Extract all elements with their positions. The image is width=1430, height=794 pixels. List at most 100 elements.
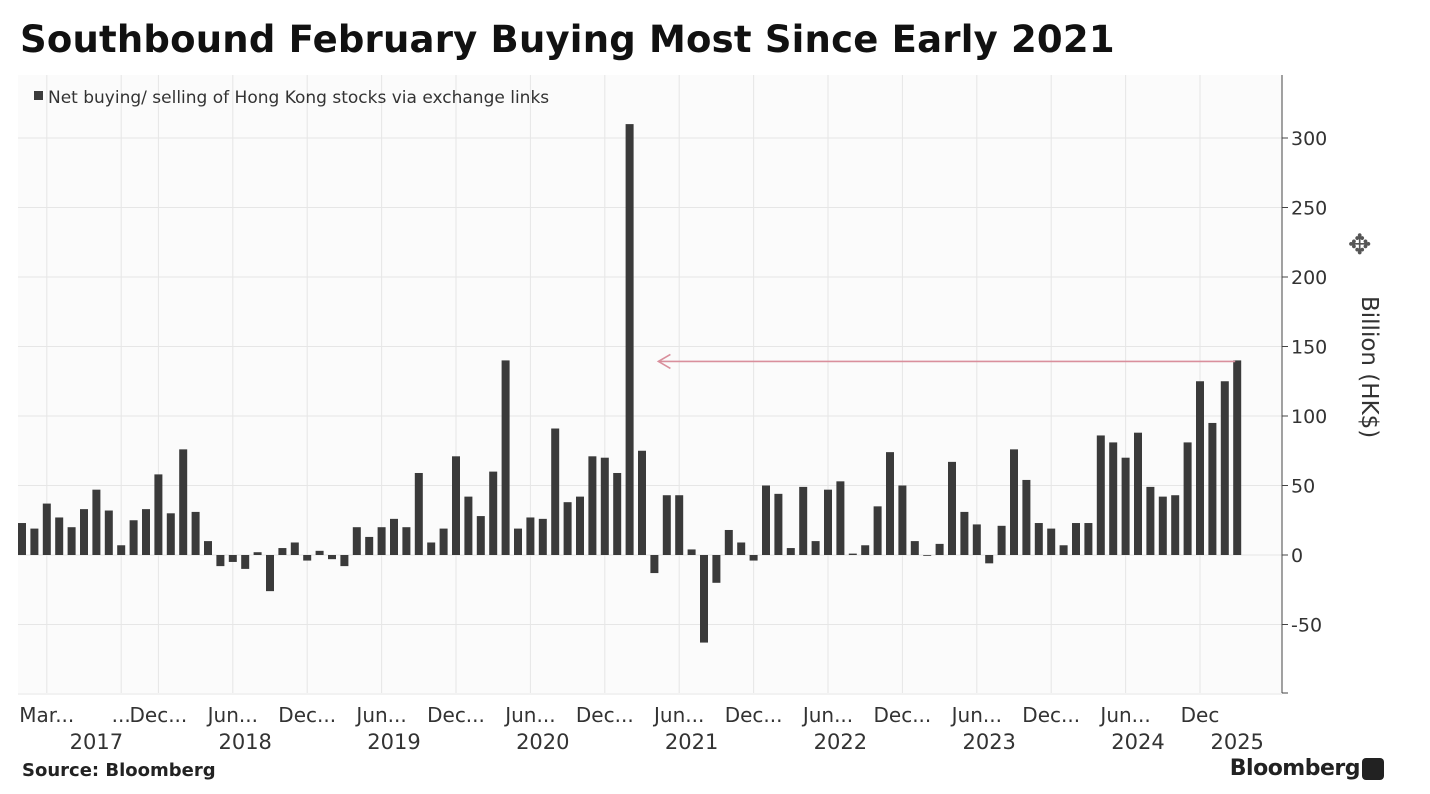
bar <box>1022 479 1031 555</box>
x-tick-label: Jun... <box>354 703 406 727</box>
bar <box>1084 523 1093 555</box>
gridlines: Net buying/ selling of Hong Kong stocks … <box>18 75 1282 695</box>
bar <box>799 486 808 555</box>
bar <box>1196 381 1204 555</box>
bar <box>18 523 26 555</box>
bar <box>538 518 547 555</box>
bar <box>985 555 994 564</box>
x-tick-label: Mar... <box>19 703 74 727</box>
bar <box>563 502 572 555</box>
bar <box>687 549 696 555</box>
y-axis-title: Billion (HK$) <box>1356 296 1382 438</box>
bar <box>216 555 225 567</box>
bar <box>1183 442 1192 555</box>
bar <box>1134 432 1142 555</box>
bar <box>117 545 126 555</box>
y-tick-label: 100 <box>1291 406 1327 428</box>
bar <box>352 527 361 555</box>
bar <box>526 517 535 555</box>
bar <box>898 485 907 555</box>
bar <box>315 550 324 555</box>
bar <box>365 536 374 555</box>
y-tick-label: 0 <box>1291 545 1303 567</box>
bar <box>266 555 274 592</box>
bar <box>675 495 684 555</box>
bar <box>836 481 845 555</box>
bar <box>452 456 460 555</box>
bar <box>625 124 634 555</box>
bar <box>166 513 175 555</box>
bar <box>638 450 646 555</box>
bar <box>551 428 560 555</box>
x-year-label: 2024 <box>1111 730 1164 754</box>
bar <box>464 496 473 555</box>
bar <box>278 548 287 555</box>
bar <box>588 456 597 555</box>
x-tick-label: Dec... <box>725 703 783 727</box>
x-tick-label: Dec... <box>874 703 932 727</box>
y-tick-label: 200 <box>1291 267 1327 289</box>
bar <box>600 457 609 555</box>
bar <box>1233 360 1242 555</box>
bar <box>55 517 64 555</box>
x-tick-label: Jun... <box>652 703 704 727</box>
legend-label: Net buying/ selling of Hong Kong stocks … <box>48 88 549 108</box>
bar <box>1010 449 1018 555</box>
bar <box>1158 496 1167 555</box>
bar <box>774 493 783 555</box>
x-year-label: 2019 <box>367 730 420 754</box>
plot-area <box>18 75 1282 693</box>
bar <box>253 552 262 555</box>
bar <box>328 555 336 560</box>
bar <box>1121 457 1130 555</box>
x-tick-label: Dec... <box>1022 703 1080 727</box>
chart-title: Southbound February Buying Most Since Ea… <box>20 18 1115 61</box>
annotation-arrow <box>656 353 1236 370</box>
bar <box>712 555 721 583</box>
bar <box>576 496 584 555</box>
bar <box>489 471 498 555</box>
x-tick-label: Dec... <box>130 703 188 727</box>
bar <box>650 555 659 574</box>
bars <box>18 124 1242 643</box>
bar <box>290 542 299 555</box>
y-tick-label: 250 <box>1291 198 1327 220</box>
bar <box>340 555 349 567</box>
bar <box>439 528 448 555</box>
bar <box>1171 495 1180 555</box>
bar <box>1220 381 1229 555</box>
bar <box>724 529 733 555</box>
bar <box>1059 545 1068 555</box>
y-tick-label: -50 <box>1291 615 1322 637</box>
bar <box>390 518 398 555</box>
bar <box>1047 528 1056 555</box>
bar <box>92 489 101 555</box>
bar <box>179 449 188 555</box>
bar <box>935 543 944 555</box>
bar <box>737 542 746 555</box>
bar <box>960 511 969 555</box>
y-tick-label: 150 <box>1291 337 1327 359</box>
bar <box>1034 523 1043 555</box>
bar <box>886 452 894 555</box>
bar <box>1096 435 1105 555</box>
bar <box>80 509 88 555</box>
x-year-label: 2023 <box>962 730 1015 754</box>
bar <box>154 474 163 555</box>
bar <box>824 489 832 555</box>
bar <box>613 472 622 555</box>
bar <box>910 541 919 555</box>
x-tick-label: Jun... <box>1098 703 1150 727</box>
x-tick-label: Dec... <box>576 703 634 727</box>
bar <box>1208 422 1217 555</box>
bar <box>1146 486 1155 555</box>
bar <box>414 472 423 555</box>
bar <box>241 555 250 569</box>
y-tick-label: 300 <box>1291 128 1327 150</box>
legend-swatch <box>34 91 43 100</box>
move-cursor-icon: ✥ <box>1348 228 1371 261</box>
bar <box>700 555 708 643</box>
bar <box>402 527 411 555</box>
y-tick-label: 50 <box>1291 476 1315 498</box>
